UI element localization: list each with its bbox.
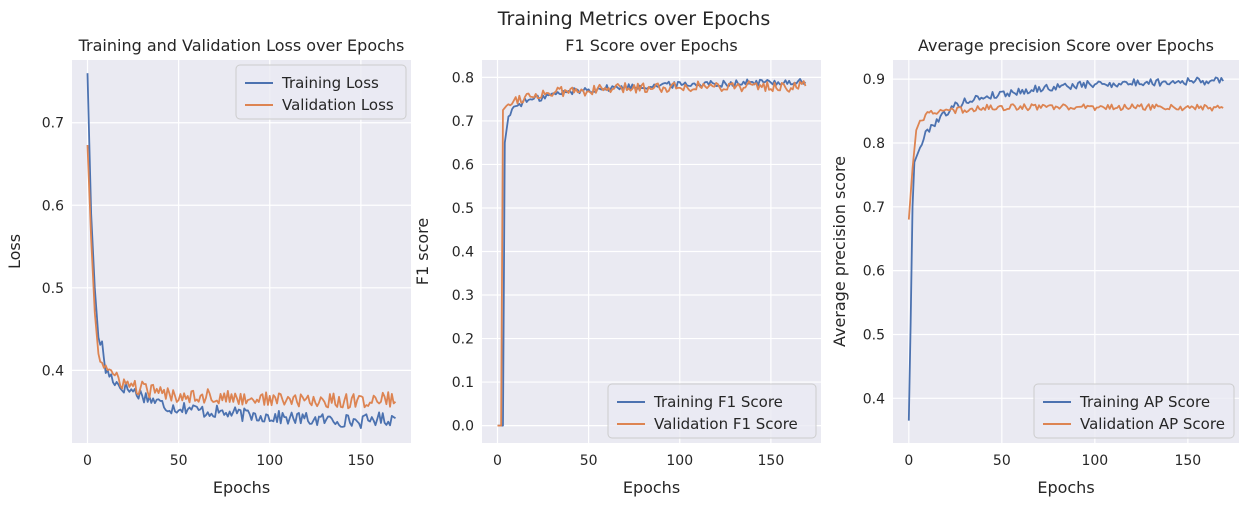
legend-entry-label: Validation Loss [282, 96, 394, 114]
y-axis-label: F1 score [413, 218, 432, 285]
legend-box [1033, 383, 1235, 439]
panel-title: F1 Score over Epochs [565, 36, 737, 55]
x-tick-label: 100 [256, 453, 283, 469]
y-tick-label: 0.6 [863, 264, 885, 280]
legend: Training Loss Validation Loss [235, 64, 407, 120]
y-tick-label: 0.7 [452, 114, 474, 130]
legend-entry-label: Training F1 Score [653, 393, 783, 411]
panel-title: Training and Validation Loss over Epochs [78, 36, 405, 55]
series-line-validation [86, 144, 397, 410]
plot-area [893, 60, 1239, 443]
series-line-validation [497, 80, 807, 427]
panel-ap: 0 50 100 150 0.4 0.5 0.6 0.7 0.8 0.9 Average preci… [830, 36, 1239, 497]
panel-f1: 0 50 100 150 0.0 0.1 0.2 0.3 0.4 0.5 0.6 0.7 0.8 F1 S… [413, 36, 821, 497]
legend: Training AP Score Validation AP Score [1033, 383, 1235, 439]
x-tick-label: 50 [170, 453, 188, 469]
y-tick-label: 0.5 [863, 327, 885, 343]
y-tick-label: 0.0 [452, 419, 474, 435]
legend-box [235, 64, 407, 120]
x-tick-label: 0 [904, 453, 913, 469]
legend-entry-label: Training AP Score [1079, 393, 1210, 411]
legend-entry-label: Training Loss [281, 74, 379, 92]
y-tick-label: 0.9 [863, 72, 885, 88]
x-tick-label: 0 [493, 453, 502, 469]
y-tick-label: 0.4 [863, 391, 885, 407]
y-tick-label: 0.3 [452, 288, 474, 304]
legend-entry-label: Validation AP Score [1080, 415, 1225, 433]
y-tick-label: 0.7 [42, 116, 64, 132]
x-tick-label: 50 [993, 453, 1011, 469]
panel-loss: 0 50 100 150 0.4 0.5 0.6 0.7 Training and Valida… [5, 36, 411, 497]
series-line-training [86, 73, 396, 429]
x-tick-label: 0 [83, 453, 92, 469]
y-axis-label: Average precision score [830, 156, 849, 347]
series-line-validation [907, 103, 1224, 220]
y-tick-label: 0.4 [452, 245, 474, 261]
legend-box [607, 383, 817, 439]
y-tick-label: 0.2 [452, 332, 474, 348]
plot-area [72, 60, 411, 443]
x-tick-label: 150 [348, 453, 375, 469]
y-tick-label: 0.8 [452, 70, 474, 86]
y-tick-label: 0.4 [42, 363, 64, 379]
legend: Training F1 Score Validation F1 Score [607, 383, 817, 439]
x-tick-label: 150 [1174, 453, 1201, 469]
y-axis-label: Loss [5, 234, 24, 269]
x-tick-label: 100 [666, 453, 693, 469]
y-tick-label: 0.7 [863, 200, 885, 216]
y-tick-label: 0.1 [452, 375, 474, 391]
x-axis-label: Epochs [1037, 478, 1094, 497]
legend-entry-label: Validation F1 Score [654, 415, 798, 433]
y-tick-label: 0.5 [42, 281, 64, 297]
y-tick-label: 0.6 [42, 198, 64, 214]
x-tick-label: 150 [758, 453, 785, 469]
figure-suptitle: Training Metrics over Epochs [497, 8, 771, 30]
panel-title: Average precision Score over Epochs [918, 36, 1214, 55]
y-tick-label: 0.6 [452, 157, 474, 173]
x-tick-label: 100 [1081, 453, 1108, 469]
x-tick-label: 50 [580, 453, 598, 469]
y-tick-label: 0.5 [452, 201, 474, 217]
y-tick-label: 0.8 [863, 136, 885, 152]
x-axis-label: Epochs [213, 478, 270, 497]
x-axis-label: Epochs [623, 478, 680, 497]
